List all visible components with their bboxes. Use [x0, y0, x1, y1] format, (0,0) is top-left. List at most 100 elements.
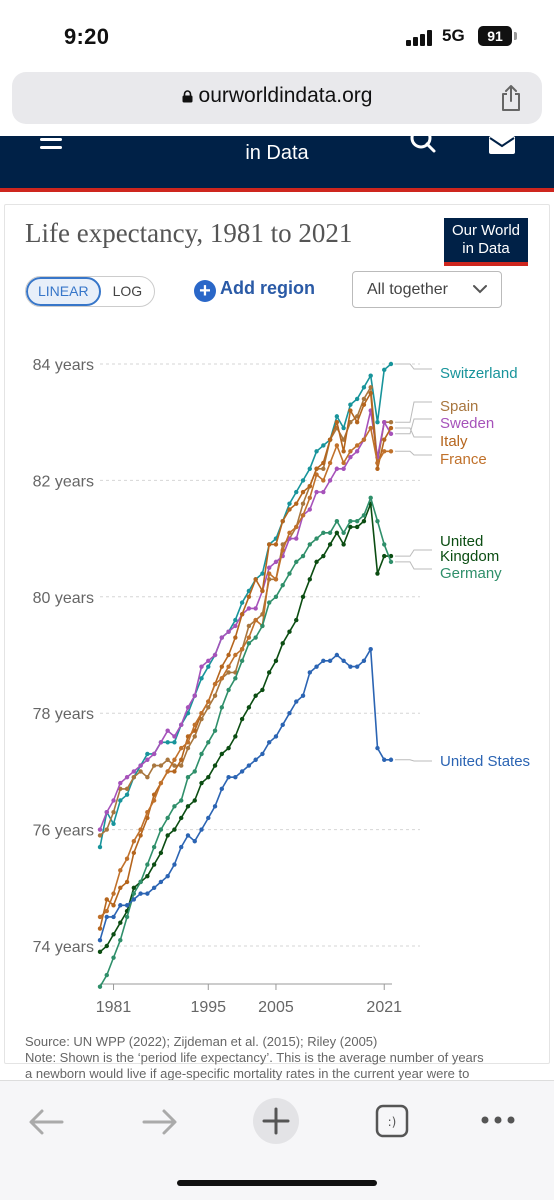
- label-connector: [395, 427, 432, 438]
- data-point: [294, 489, 299, 495]
- data-point: [246, 763, 252, 768]
- data-point: [233, 652, 238, 658]
- data-point: [97, 937, 103, 943]
- data-point: [382, 437, 387, 442]
- series-label: Spain: [440, 398, 478, 415]
- log-scale-button[interactable]: LOG: [112, 283, 143, 299]
- data-point: [253, 606, 258, 611]
- data-point: [138, 891, 143, 896]
- data-point: [348, 454, 353, 460]
- data-point: [307, 484, 312, 489]
- data-point: [375, 745, 380, 751]
- data-point: [361, 385, 367, 390]
- data-point: [375, 571, 380, 576]
- data-point: [104, 908, 109, 914]
- data-point: [239, 600, 245, 605]
- site-header-title[interactable]: in Data: [245, 142, 309, 164]
- data-point: [131, 769, 137, 774]
- data-point: [294, 699, 299, 704]
- y-tick-label: 80 years: [33, 590, 94, 607]
- data-point: [172, 740, 177, 745]
- data-point: [287, 501, 292, 506]
- data-point: [321, 443, 326, 448]
- data-point: [151, 763, 157, 768]
- data-point: [212, 763, 218, 768]
- data-point: [388, 559, 394, 565]
- data-point: [226, 629, 231, 634]
- series-label: Switzerland: [440, 365, 518, 382]
- series-label: United States: [440, 753, 530, 770]
- owid-logo[interactable]: Our World in Data: [444, 218, 528, 266]
- data-point: [233, 775, 238, 780]
- share-icon[interactable]: [500, 84, 522, 112]
- mail-icon[interactable]: [488, 136, 516, 156]
- data-point: [388, 431, 394, 437]
- data-point: [287, 571, 292, 576]
- data-point: [212, 804, 218, 809]
- data-point: [179, 722, 184, 728]
- forward-icon[interactable]: [142, 1107, 178, 1137]
- data-point: [185, 745, 191, 751]
- menu-icon[interactable]: [40, 138, 62, 152]
- data-point: [314, 449, 319, 454]
- data-point: [199, 780, 204, 786]
- data-point: [307, 466, 312, 471]
- data-point: [246, 594, 252, 599]
- data-point: [287, 507, 292, 512]
- data-point: [314, 472, 319, 477]
- svg-text::): :): [388, 1115, 397, 1129]
- data-point: [233, 676, 238, 681]
- url-text: ourworldindata.org: [198, 84, 373, 107]
- label-connector: [395, 363, 432, 370]
- data-point: [334, 652, 340, 658]
- data-point: [239, 646, 245, 652]
- data-point: [273, 734, 279, 739]
- chart-title: Life expectancy, 1981 to 2021: [25, 218, 353, 248]
- data-point: [124, 786, 130, 792]
- data-point: [361, 513, 367, 518]
- label-connector: [395, 759, 432, 762]
- data-point: [118, 868, 123, 873]
- data-point: [111, 821, 116, 826]
- data-point: [300, 513, 306, 518]
- data-point: [294, 524, 299, 530]
- back-icon[interactable]: [28, 1107, 64, 1137]
- data-point: [104, 972, 109, 978]
- add-region-button[interactable]: + Add region: [194, 278, 315, 302]
- label-connector: [395, 450, 432, 456]
- data-point: [111, 903, 116, 908]
- header-accent-bar: [0, 188, 554, 192]
- data-point: [145, 862, 150, 867]
- data-point: [179, 745, 184, 751]
- data-point: [368, 385, 373, 390]
- data-point: [314, 466, 319, 471]
- address-bar[interactable]: ourworldindata.org: [12, 72, 542, 124]
- series-line-france: [99, 427, 391, 918]
- new-tab-icon[interactable]: [252, 1097, 300, 1145]
- url-display[interactable]: ourworldindata.org: [12, 84, 542, 108]
- facet-dropdown[interactable]: All together: [352, 271, 502, 308]
- lock-icon: [182, 90, 193, 103]
- data-point: [199, 711, 204, 716]
- more-icon[interactable]: [480, 1115, 516, 1125]
- data-point: [341, 460, 346, 466]
- source-note: Source: UN WPP (2022); Zijdeman et al. (…: [25, 1034, 525, 1082]
- data-point: [138, 879, 143, 885]
- data-point: [253, 577, 258, 582]
- data-point: [131, 885, 137, 890]
- x-tick-label: 1995: [190, 999, 226, 1016]
- data-point: [361, 437, 367, 442]
- search-icon[interactable]: [410, 136, 438, 156]
- linear-scale-button[interactable]: LINEAR: [26, 277, 101, 306]
- data-point: [104, 897, 109, 902]
- data-point: [145, 775, 150, 780]
- tabs-icon[interactable]: :): [374, 1103, 410, 1139]
- data-point: [246, 635, 252, 640]
- data-point: [300, 693, 306, 698]
- data-point: [273, 594, 279, 599]
- data-point: [192, 734, 197, 739]
- data-point: [307, 542, 312, 547]
- data-point: [212, 728, 218, 733]
- data-point: [334, 414, 340, 419]
- data-point: [199, 751, 204, 757]
